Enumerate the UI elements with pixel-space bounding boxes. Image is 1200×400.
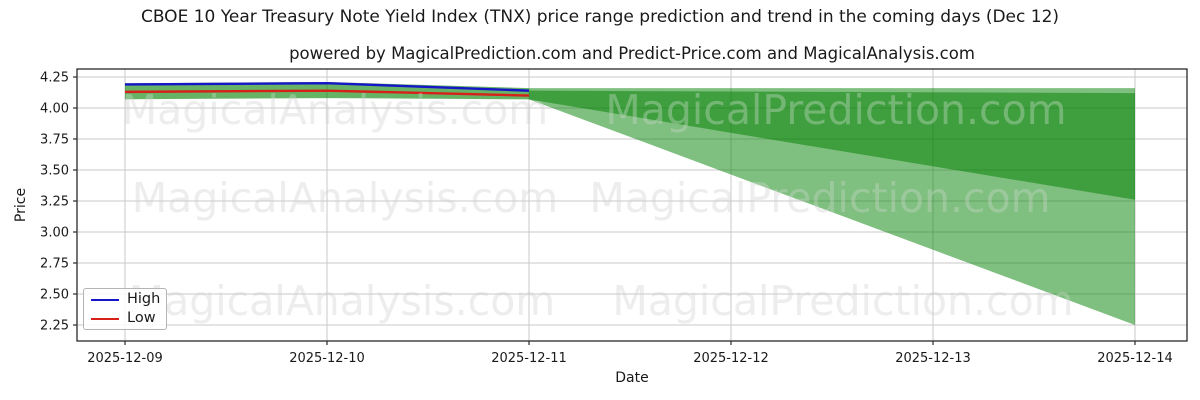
watermark-layer-over: MagicalAnalysis.com MagicalPrediction.com… [122,86,1074,325]
low-line [124,89,530,97]
low-line-swatch [91,317,119,320]
x-tick-label: 2025-12-10 [289,351,365,366]
svg-text:MagicalAnalysis.com: MagicalAnalysis.com [132,174,559,222]
y-tick-label: 4.25 [40,71,69,86]
high-line-swatch [91,298,119,301]
y-tick-label: 2.75 [40,257,69,272]
svg-text:MagicalAnalysis.com: MagicalAnalysis.com [129,277,556,325]
x-tick-label: 2025-12-09 [87,351,163,366]
y-tick-labels: 4.25 4.00 3.75 3.50 3.25 3.00 2.75 2.50 2.25 [40,71,69,334]
chart-title: CBOE 10 Year Treasury Note Yield Index (… [140,7,1060,27]
svg-text:MagicalAnalysis.com: MagicalAnalysis.com [132,174,559,222]
legend-label-high: High [127,291,161,308]
svg-text:MagicalPrediction.com: MagicalPrediction.com [589,174,1050,222]
x-tick-label: 2025-12-13 [895,351,971,366]
legend: High Low [83,288,167,330]
svg-text:MagicalAnalysis.com: MagicalAnalysis.com [129,277,556,325]
svg-text:MagicalPrediction.com: MagicalPrediction.com [612,277,1073,325]
svg-text:MagicalAnalysis.com: MagicalAnalysis.com [122,86,549,134]
y-tick-label: 3.00 [40,226,69,241]
y-axis-label: Price [13,188,29,222]
legend-label-low: Low [127,310,156,327]
chart-subtitle: powered by MagicalPrediction.com and Pre… [289,44,975,63]
y-tick-label: 2.50 [40,288,69,303]
high-line [124,81,530,92]
y-tick-label: 3.75 [40,133,69,148]
bands [125,81,1135,325]
legend-item-high: High [84,292,166,307]
y-tick-label: 4.00 [40,102,69,117]
x-tick-label: 2025-12-11 [491,351,567,366]
series-lines [124,81,530,97]
axes-frame [76,68,1188,342]
tick-marks [73,76,1136,345]
x-tick-label: 2025-12-14 [1097,351,1173,366]
prediction-band-narrow-range [529,90,1135,200]
y-tick-label: 3.50 [40,164,69,179]
legend-item-low: Low [84,311,166,326]
x-tick-label: 2025-12-12 [693,351,769,366]
y-tick-label: 2.25 [40,319,69,334]
svg-text:MagicalPrediction.com: MagicalPrediction.com [605,86,1066,134]
y-tick-label: 3.25 [40,195,69,210]
x-tick-labels: 2025-12-09 2025-12-10 2025-12-11 2025-12-12… [87,351,1173,366]
svg-text:MagicalPrediction.com: MagicalPrediction.com [612,277,1073,325]
x-axis-label: Date [615,370,648,386]
